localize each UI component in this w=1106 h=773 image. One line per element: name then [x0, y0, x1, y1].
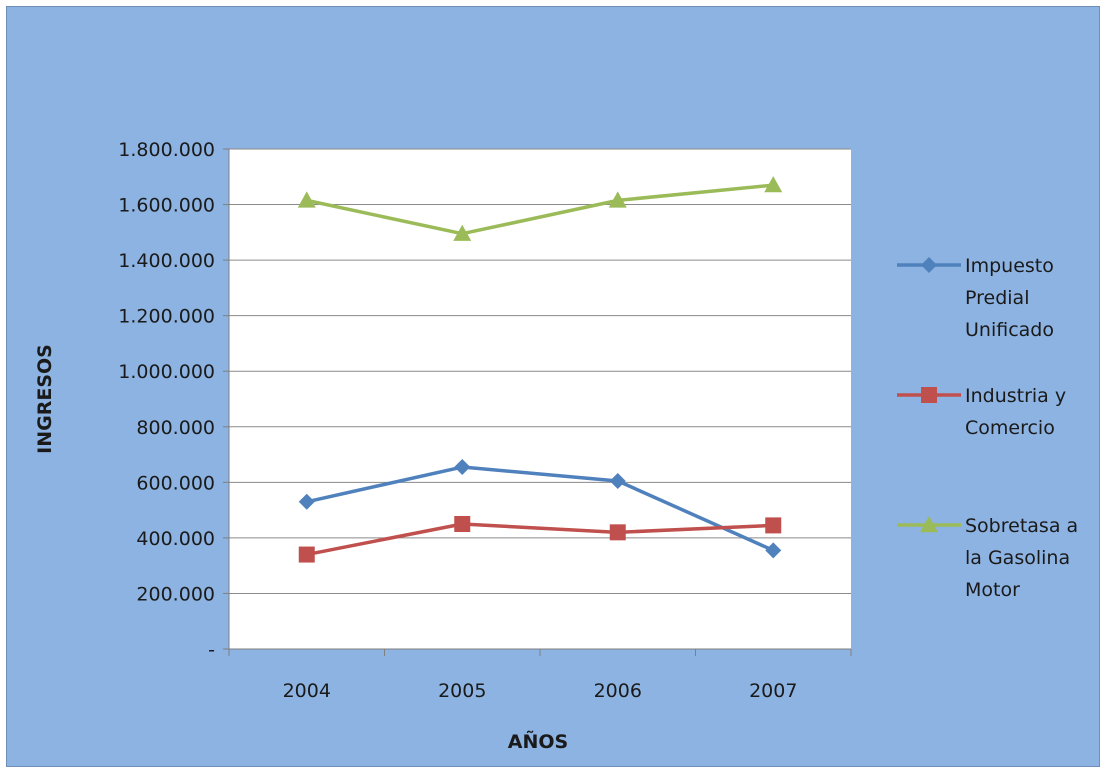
y-tick-label: 1.000.000 [118, 361, 215, 383]
y-tick-label: 800.000 [136, 417, 215, 439]
gridlines [229, 148, 851, 594]
legend-entry: Sobretasa a la Gasolina Motor [897, 515, 1078, 601]
x-tick-label: 2007 [749, 680, 797, 702]
plot-area [229, 149, 851, 649]
data-point-diamond [454, 459, 471, 476]
legend-label: Sobretasa a [965, 515, 1078, 537]
y-tick-label: 1.600.000 [118, 195, 215, 217]
legend-label: Motor [965, 579, 1020, 601]
data-point-triangle [764, 176, 783, 193]
legend: Impuesto Predial Unificado Industria y Comer… [897, 255, 1078, 601]
data-point-square [765, 517, 782, 534]
y-tick-label: 400.000 [136, 528, 215, 550]
data-point-diamond [765, 542, 782, 559]
y-tick-label: 1.400.000 [118, 250, 215, 272]
legend-label: la Gasolina [965, 547, 1070, 569]
series-lines [297, 176, 783, 563]
y-tick-label: 600.000 [136, 472, 215, 494]
series-line [306, 522, 774, 557]
chart-area: - 200.000 400.000 600.000 800.000 1.000.000 1.… [6, 6, 1100, 767]
x-tick-label: 2004 [283, 680, 331, 702]
series-2 [298, 516, 782, 563]
line-chart: - 200.000 400.000 600.000 800.000 1.000.000 1.… [34, 139, 1078, 753]
series-line [306, 183, 774, 236]
data-point-diamond [609, 472, 626, 489]
legend-marker-triangle [920, 516, 938, 533]
series-line [306, 465, 774, 552]
x-tick-label: 2005 [438, 680, 486, 702]
legend-entry: Impuesto Predial Unificado [897, 255, 1054, 341]
y-tick-label: 1.800.000 [118, 139, 215, 161]
series-1 [298, 459, 782, 559]
data-point-square [454, 516, 471, 532]
legend-label: Industria y [965, 385, 1066, 407]
data-point-triangle [297, 191, 316, 208]
x-tick-label: 2006 [594, 680, 642, 702]
data-point-triangle [453, 224, 472, 241]
data-point-square [609, 524, 626, 541]
legend-marker-square [921, 387, 937, 403]
legend-label: Unificado [965, 319, 1054, 341]
data-point-triangle [608, 191, 627, 208]
y-tick-label: - [208, 639, 215, 661]
series-3 [297, 176, 783, 241]
legend-marker-diamond [921, 257, 937, 273]
x-axis-title: AÑOS [508, 729, 568, 753]
axes: - 200.000 400.000 600.000 800.000 1.000.000 1.… [118, 139, 852, 702]
data-point-square [298, 546, 315, 563]
legend-label: Predial [965, 287, 1029, 309]
y-tick-label: 200.000 [136, 583, 215, 605]
y-axis-title: INGRESOS [34, 344, 56, 454]
y-tick-label: 1.200.000 [118, 306, 215, 328]
legend-label: Comercio [965, 417, 1055, 439]
data-point-diamond [298, 493, 315, 510]
legend-entry: Industria y Comercio [897, 385, 1066, 439]
legend-label: Impuesto [965, 255, 1054, 277]
